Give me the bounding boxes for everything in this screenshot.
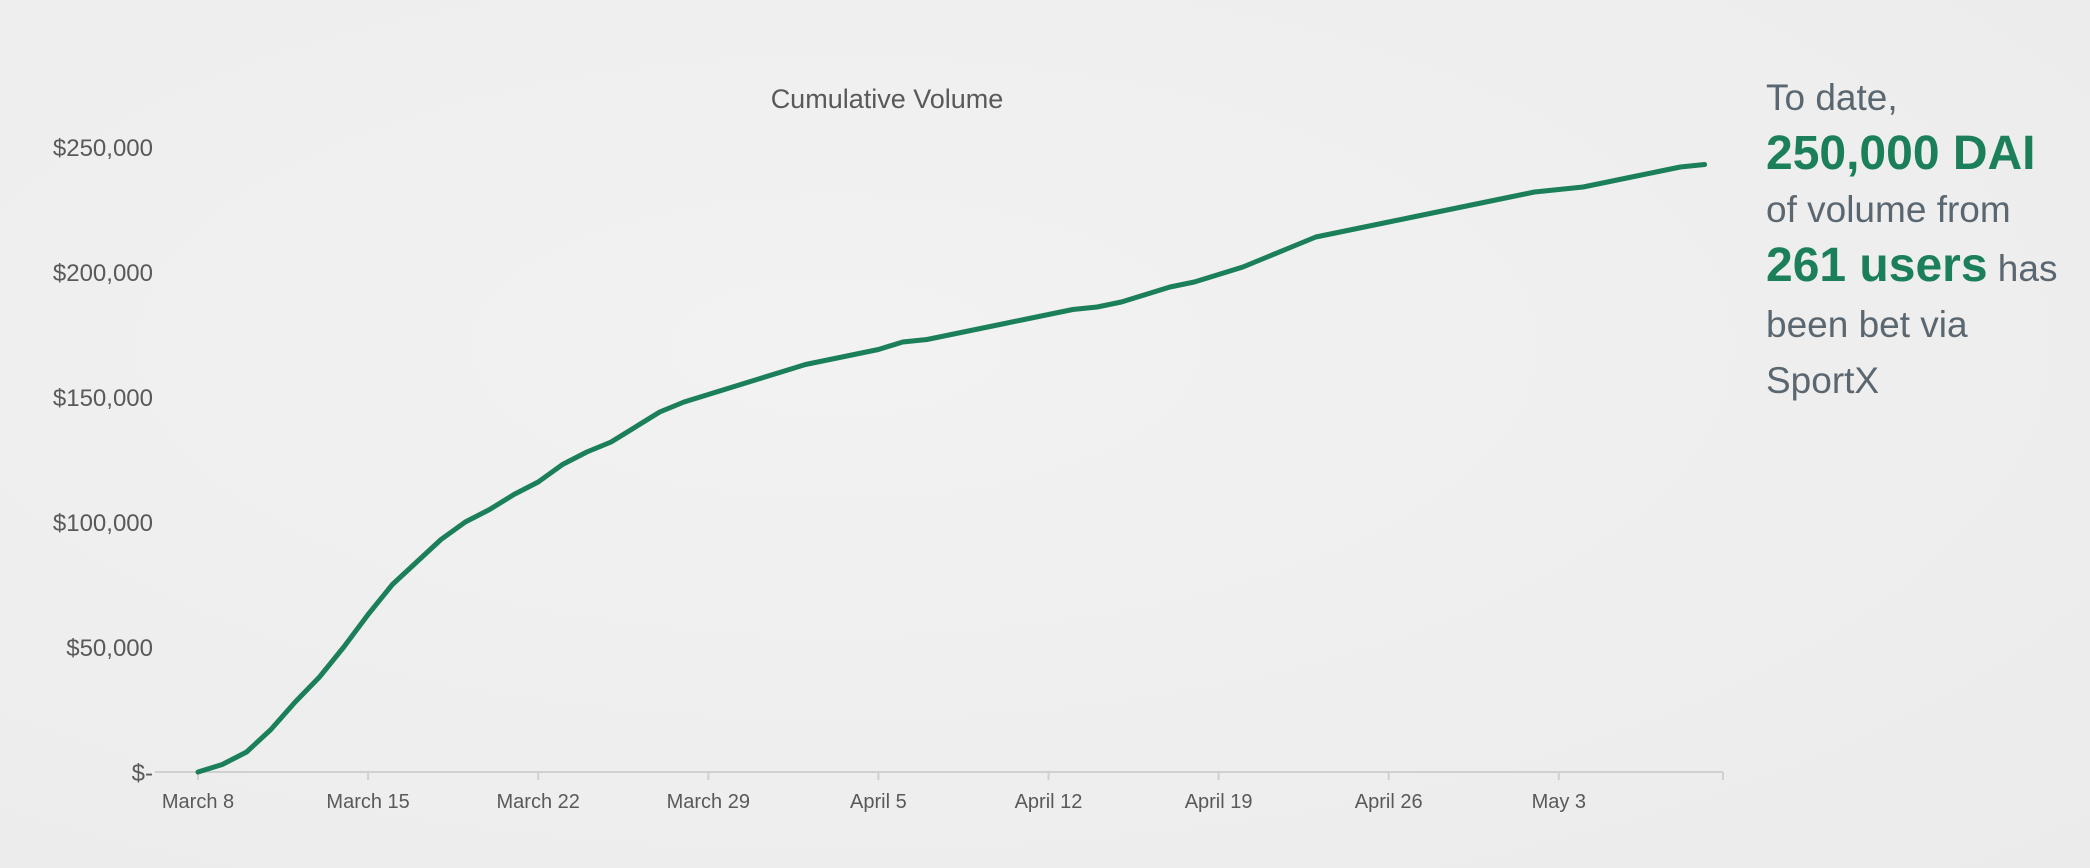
summary-callout: To date, 250,000 DAI of volume from 261 …	[1766, 70, 2066, 409]
callout-users-line: 261 users has	[1766, 238, 2066, 297]
x-tick-label: April 19	[1185, 791, 1253, 813]
y-tick-label: $100,000	[53, 510, 153, 537]
callout-users: 261 users	[1766, 239, 1988, 292]
x-axis-ticks: March 8 March 15 March 22 March 29 April 5 Ap…	[162, 772, 1724, 813]
callout-line-4: has	[1987, 248, 2058, 289]
x-tick-label: May 3	[1532, 791, 1586, 813]
x-tick-label: March 15	[326, 791, 409, 813]
x-tick-label: March 8	[162, 791, 234, 813]
y-tick-label: $150,000	[53, 385, 153, 412]
callout-line-5: been bet via	[1766, 304, 1968, 345]
callout-line-3: of volume from	[1766, 189, 2011, 230]
y-tick-label: $250,000	[53, 135, 153, 162]
x-tick-label: April 26	[1355, 791, 1423, 813]
chart-title: Cumulative Volume	[771, 84, 1004, 114]
x-tick-label: March 22	[497, 791, 580, 813]
x-tick-label: March 29	[667, 791, 750, 813]
y-tick-label: $-	[132, 760, 153, 787]
cumulative-volume-line	[195, 162, 1708, 775]
callout-amount: 250,000 DAI	[1766, 127, 2036, 180]
callout-line-6: SportX	[1766, 360, 1880, 401]
y-axis-ticks: $- $50,000 $100,000 $150,000 $200,000 $250,00…	[53, 135, 153, 787]
y-tick-label: $200,000	[53, 260, 153, 287]
x-tick-label: April 12	[1015, 791, 1083, 813]
callout-line-1: To date,	[1766, 77, 1898, 118]
y-tick-label: $50,000	[66, 635, 153, 662]
x-tick-label: April 5	[850, 791, 907, 813]
